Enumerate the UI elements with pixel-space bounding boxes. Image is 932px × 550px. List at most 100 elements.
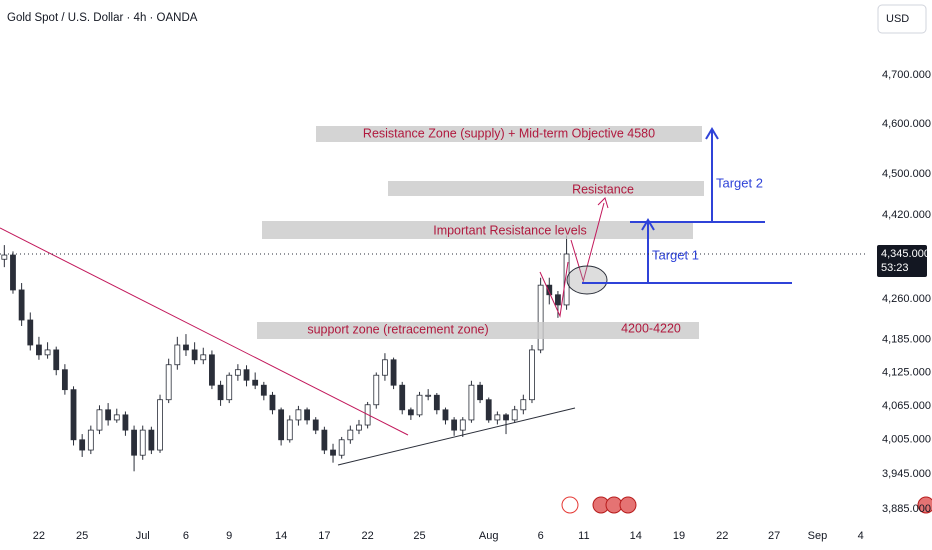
y-tick-label: 4,125.000 (882, 366, 931, 378)
annotation: Important Resistance levels (433, 223, 587, 237)
y-tick-label: 4,065.000 (882, 400, 931, 412)
candle-body (468, 384, 475, 421)
annotation: support zone (retracement zone) (307, 322, 488, 336)
candle-body (1, 254, 8, 260)
support-zone (257, 322, 699, 339)
trendline-down (0, 227, 409, 436)
x-tick-label: 11 (578, 530, 589, 542)
y-tick-label: 3,945.000 (882, 468, 931, 480)
candle-body (269, 394, 276, 411)
y-tick-label: 4,185.000 (882, 333, 931, 345)
annotations: Resistance Zone (supply) + Mid-term Obje… (0, 126, 792, 466)
x-tick-label: 14 (630, 530, 642, 542)
candle-body (10, 254, 16, 291)
candle-body (485, 399, 492, 421)
candle-body (503, 414, 509, 421)
pullback-line (570, 239, 584, 281)
x-tick-label: 25 (413, 530, 425, 542)
candles (1, 235, 570, 472)
candle-body (347, 429, 354, 441)
candle-body (252, 379, 259, 386)
x-tick-label: 17 (318, 530, 330, 542)
x-tick-label: 25 (76, 530, 88, 542)
candle-body (529, 349, 535, 401)
candle-body (209, 354, 215, 386)
annotation: Target 2 (716, 175, 763, 190)
candle-body (390, 359, 397, 386)
candle-body (53, 349, 60, 371)
candle-body (295, 409, 302, 421)
currency[interactable]: USD (886, 13, 909, 25)
x-tick-label: 22 (362, 530, 374, 542)
candle-body (157, 399, 163, 451)
y-tick-label: 4,420.000 (882, 209, 931, 221)
candle-body (243, 369, 250, 381)
candle-body (36, 344, 42, 356)
x-tick-label: Sep (808, 530, 828, 542)
x-tick-label: Aug (479, 530, 499, 542)
candle-body (520, 399, 527, 411)
candle-body (382, 359, 388, 376)
x-tick-label: 9 (226, 530, 232, 542)
candle-body (546, 284, 553, 296)
candle-body (96, 409, 103, 431)
candle-body (191, 349, 198, 361)
event-icon (917, 496, 932, 514)
candle-body (425, 394, 432, 397)
y-tick-label: 3,885.000 (882, 503, 931, 515)
chart-title: Gold Spot / U.S. Dollar · 4h · OANDA (7, 12, 198, 24)
resistance-arrow (582, 202, 605, 283)
y-tick-label: 4,700.000 (882, 69, 931, 81)
arrow-head (705, 127, 719, 140)
annotation: Resistance Zone (supply) + Mid-term Obje… (363, 126, 655, 140)
candle-body (113, 414, 120, 421)
candle-body (183, 344, 189, 351)
currency-button[interactable] (877, 4, 927, 34)
event-icons (561, 496, 932, 514)
pattern-lines (539, 261, 569, 318)
x-tick-label: 27 (768, 530, 780, 542)
resistance-zone (316, 126, 702, 142)
candle-body (321, 429, 328, 451)
candle-body (555, 294, 561, 306)
candle-body (70, 389, 77, 441)
candle-body (79, 439, 86, 451)
countdown: 53:23 (881, 262, 909, 274)
y-tick-label: 4,500.000 (882, 168, 931, 180)
important-resistance-band (262, 221, 693, 239)
candle-body (148, 429, 155, 451)
candle-body (18, 289, 25, 321)
candle-body (44, 349, 51, 356)
candle-body (338, 439, 345, 456)
candle-body (511, 409, 518, 421)
candle-body (139, 429, 146, 456)
candle-body (416, 394, 423, 416)
annotation: Resistance (572, 182, 634, 196)
candle-body (87, 429, 94, 451)
candle-body (330, 449, 336, 456)
arrow-head (641, 218, 655, 231)
candle-body (165, 364, 172, 401)
x-tick-label: 4 (858, 530, 864, 542)
candle-body (122, 414, 129, 431)
candle-body (494, 414, 501, 421)
trendline-up (337, 407, 576, 466)
candle-body (433, 394, 440, 411)
x-tick-label: 19 (673, 530, 685, 542)
candle-body (312, 419, 319, 431)
candle-body (27, 319, 34, 346)
candle-body (260, 384, 267, 396)
last-price-label: 4,345.000 (881, 248, 930, 260)
candle-body (373, 374, 380, 406)
candle-body (399, 384, 406, 411)
arrow-head (597, 197, 609, 209)
candle-body (174, 344, 181, 366)
x-tick-label: Jul (136, 530, 150, 542)
x-tick-label: 6 (538, 530, 544, 542)
candle-body (477, 384, 483, 401)
annotation: Target 1 (652, 247, 699, 262)
candle-body (304, 409, 310, 421)
candle-body (407, 409, 414, 416)
event-icon (619, 496, 637, 514)
